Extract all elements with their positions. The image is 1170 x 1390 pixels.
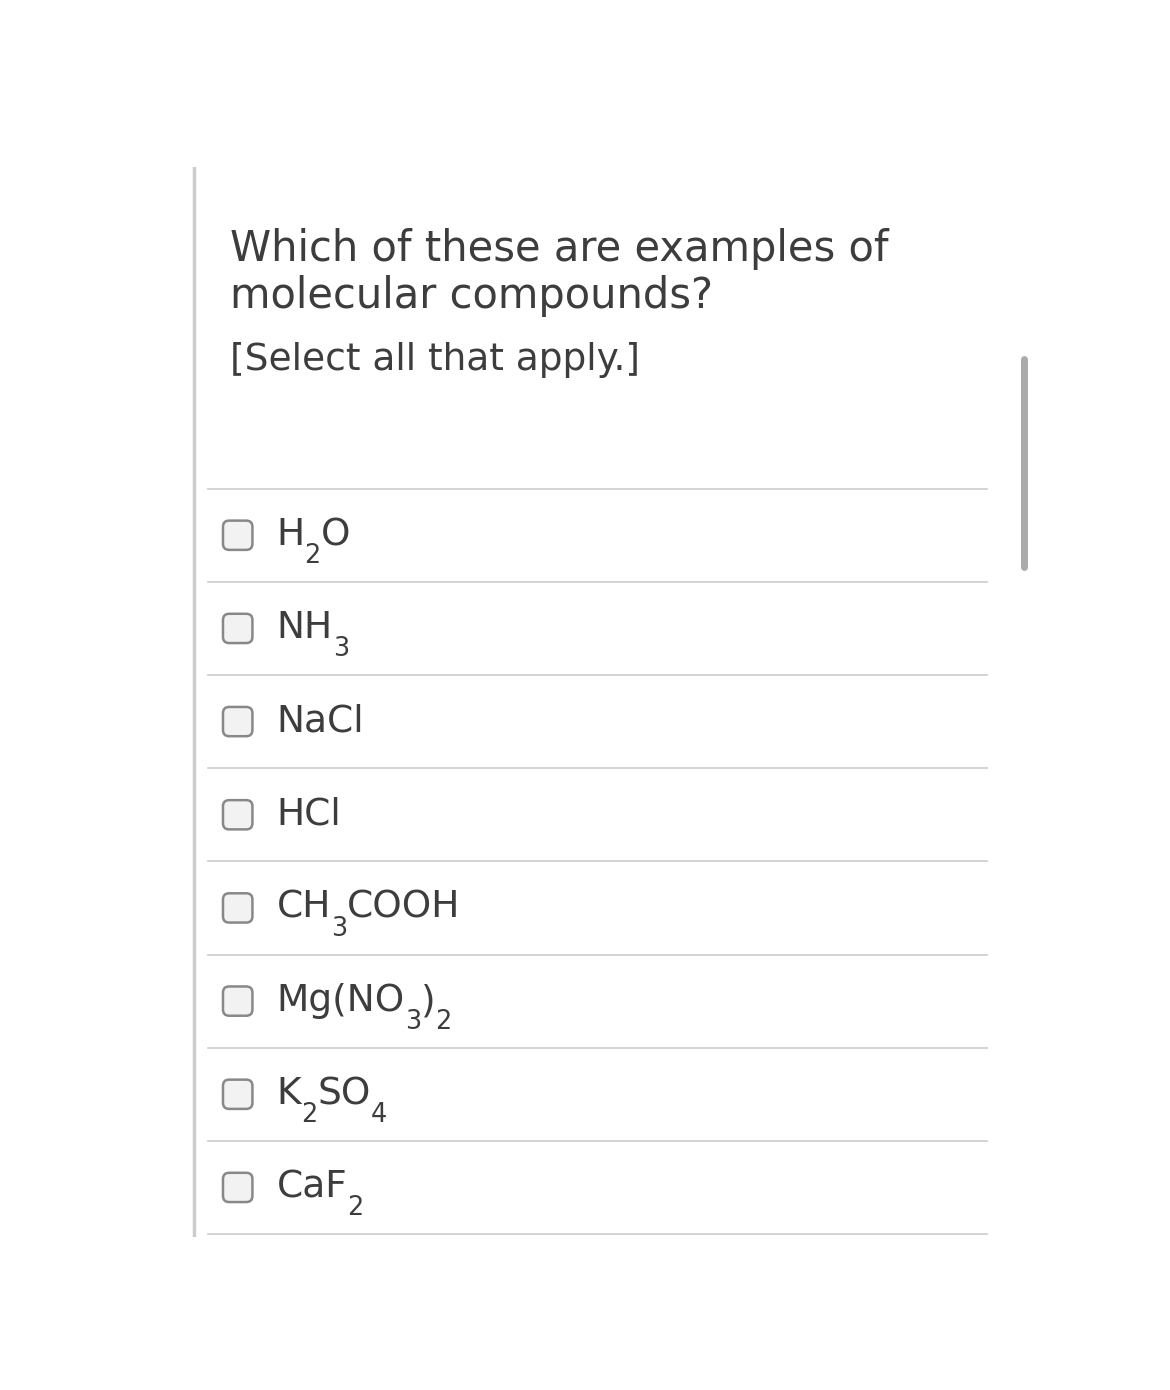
FancyBboxPatch shape <box>223 708 253 737</box>
Text: O: O <box>321 517 350 553</box>
FancyBboxPatch shape <box>223 894 253 923</box>
FancyBboxPatch shape <box>223 614 253 644</box>
Text: molecular compounds?: molecular compounds? <box>230 275 713 317</box>
FancyBboxPatch shape <box>223 801 253 830</box>
Text: CH: CH <box>276 890 331 926</box>
Text: 2: 2 <box>347 1195 364 1222</box>
Text: Mg(NO: Mg(NO <box>276 983 405 1019</box>
Text: COOH: COOH <box>347 890 460 926</box>
Text: ): ) <box>421 983 435 1019</box>
Text: 3: 3 <box>405 1009 421 1034</box>
Text: 3: 3 <box>332 637 349 662</box>
Text: 2: 2 <box>304 543 321 569</box>
Text: [Select all that apply.]: [Select all that apply.] <box>230 342 640 378</box>
FancyBboxPatch shape <box>223 521 253 550</box>
Text: Which of these are examples of: Which of these are examples of <box>230 228 888 271</box>
Text: 2: 2 <box>301 1102 317 1127</box>
Text: CaF: CaF <box>276 1169 347 1205</box>
Text: HCl: HCl <box>276 796 342 833</box>
Text: 3: 3 <box>331 916 347 941</box>
FancyBboxPatch shape <box>223 987 253 1016</box>
Text: K: K <box>276 1076 301 1112</box>
Text: SO: SO <box>317 1076 371 1112</box>
Text: NH: NH <box>276 610 332 646</box>
Text: H: H <box>276 517 304 553</box>
Text: NaCl: NaCl <box>276 703 364 739</box>
FancyBboxPatch shape <box>223 1173 253 1202</box>
Text: 4: 4 <box>371 1102 387 1127</box>
Text: 2: 2 <box>435 1009 452 1034</box>
FancyBboxPatch shape <box>223 1080 253 1109</box>
